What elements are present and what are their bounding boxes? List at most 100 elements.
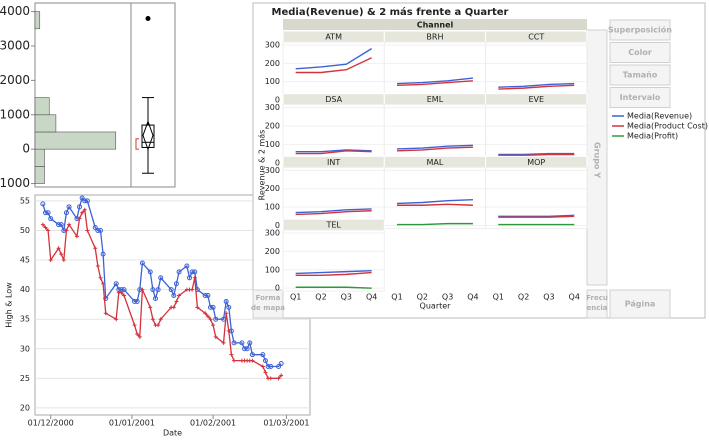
map-shape-label: Forma xyxy=(256,294,281,302)
marker xyxy=(205,293,211,299)
y-tick-label: 300 xyxy=(265,229,280,238)
marker xyxy=(48,216,54,222)
marker xyxy=(93,246,98,251)
x-tick-label: Q3 xyxy=(543,293,554,302)
marker xyxy=(224,311,229,316)
marker xyxy=(208,317,213,322)
marker xyxy=(276,364,282,370)
marker xyxy=(77,204,83,210)
y-tick-label: 25 xyxy=(20,374,30,383)
panel-label: EML xyxy=(427,95,444,104)
marker xyxy=(46,228,51,233)
x-axis-label: Date xyxy=(163,429,182,438)
y-tick-label: 40 xyxy=(20,285,30,294)
marker xyxy=(229,352,234,357)
button[interactable] xyxy=(609,87,671,108)
series-line xyxy=(396,77,474,85)
y-tick-label: 2000 xyxy=(0,73,30,87)
marker xyxy=(103,311,108,316)
plot-frame xyxy=(34,2,176,188)
panel-label: MAL xyxy=(427,158,444,167)
marker xyxy=(190,287,195,292)
marker xyxy=(156,323,161,328)
marker xyxy=(202,293,208,299)
series-line xyxy=(295,286,372,289)
y-tick-label: 35 xyxy=(20,315,30,324)
legend-label: Media(Product Cost) xyxy=(627,122,708,131)
y-tick-label: 0 xyxy=(275,158,280,167)
x-tick-label: Q1 xyxy=(290,293,301,302)
y-tick-label: 300 xyxy=(265,166,280,175)
marker xyxy=(158,275,164,281)
hist-bar xyxy=(34,114,57,133)
marker xyxy=(132,298,138,304)
marker xyxy=(203,311,208,316)
series-line xyxy=(295,271,372,276)
marker xyxy=(101,281,106,286)
marker xyxy=(84,198,90,204)
map-shape-zone[interactable] xyxy=(252,289,284,319)
panel-label: BRH xyxy=(426,33,443,42)
marker xyxy=(158,317,163,322)
marker xyxy=(74,234,79,239)
marker xyxy=(221,340,226,345)
series-line xyxy=(396,222,473,226)
x-tick-label: Q2 xyxy=(315,293,326,302)
marker xyxy=(67,222,72,227)
marker xyxy=(205,314,210,319)
marker xyxy=(279,373,284,378)
marker xyxy=(210,304,216,310)
marker xyxy=(42,210,48,216)
freq-label: encia xyxy=(586,304,607,312)
x-tick-label: 01/03/2001 xyxy=(263,419,309,428)
y-tick-label: 200 xyxy=(265,59,280,68)
map-shape-label: de mapa xyxy=(251,304,285,312)
marker xyxy=(79,195,85,201)
series-line xyxy=(295,150,372,155)
panel-label: TEL xyxy=(325,221,341,230)
y-tick-label: 300 xyxy=(265,40,280,49)
button[interactable] xyxy=(609,42,671,63)
y-tick-label: 3000 xyxy=(0,38,30,52)
x-tick-label: Q4 xyxy=(467,293,478,302)
series-line xyxy=(498,84,575,90)
marker xyxy=(61,258,66,263)
button[interactable] xyxy=(609,64,671,86)
x-tick-label: Q1 xyxy=(391,293,402,302)
panel-label: INT xyxy=(327,158,340,167)
marker xyxy=(192,275,197,280)
x-tick-label: Q4 xyxy=(366,293,377,302)
marker xyxy=(268,364,274,370)
x-tick-label: Q1 xyxy=(493,293,504,302)
y-tick-label: 1000 xyxy=(0,107,30,121)
marker xyxy=(40,222,45,227)
freq-zone[interactable] xyxy=(586,289,608,319)
button-label: Tamaño xyxy=(623,71,658,80)
mean-diamond xyxy=(142,119,154,151)
marker xyxy=(171,305,176,310)
marker xyxy=(173,281,179,287)
marker xyxy=(114,317,119,322)
marker xyxy=(43,225,48,230)
button[interactable] xyxy=(609,19,671,41)
marker xyxy=(195,305,200,310)
group-label: Channel xyxy=(417,21,454,30)
marker xyxy=(63,210,69,216)
series-line xyxy=(498,214,575,217)
marker xyxy=(150,287,156,293)
series-line xyxy=(498,152,575,156)
x-tick-label: Q3 xyxy=(341,293,352,302)
series-line xyxy=(295,57,372,74)
y-tick-label: 100 xyxy=(265,140,280,149)
y-tick-label: 100 xyxy=(265,77,280,86)
page-zone[interactable] xyxy=(609,289,671,319)
marker xyxy=(82,198,88,204)
y-tick-label: 50 xyxy=(20,226,30,235)
series-line xyxy=(295,149,372,153)
marker xyxy=(139,260,145,266)
hist-bar xyxy=(34,166,45,184)
legend-label: Media(Profit) xyxy=(627,132,678,141)
marker xyxy=(262,358,268,364)
series-line xyxy=(295,210,372,216)
marker xyxy=(95,227,101,233)
